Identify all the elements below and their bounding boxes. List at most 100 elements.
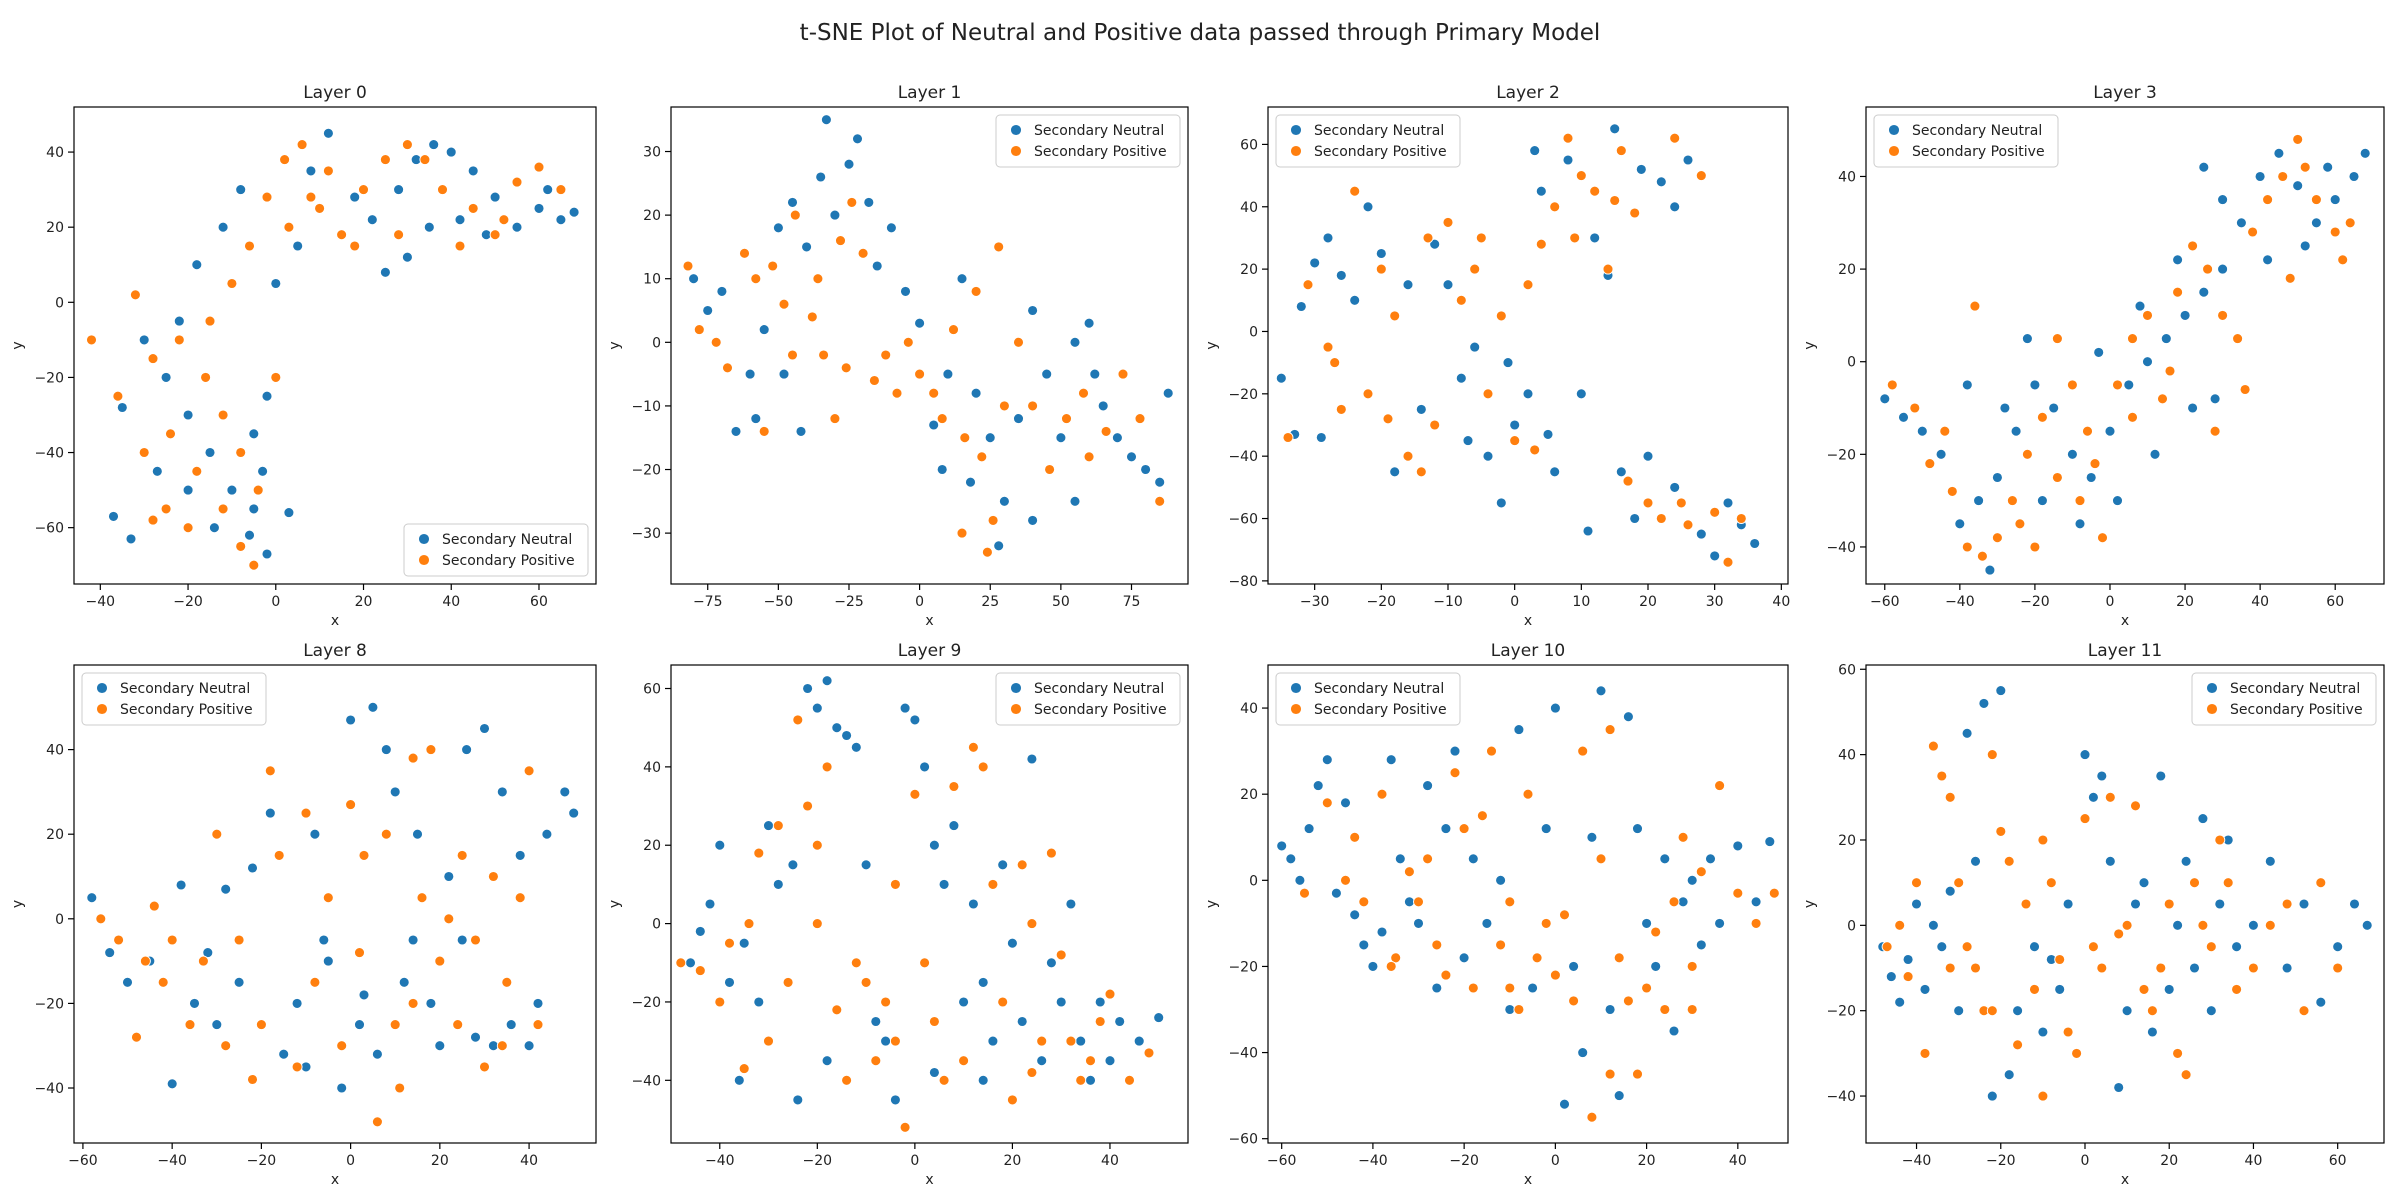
point-positive xyxy=(1085,1055,1096,1067)
point-positive xyxy=(407,997,419,1009)
point-neutral xyxy=(1055,996,1067,1008)
point-positive xyxy=(2082,425,2093,437)
y-tick-label: 0 xyxy=(652,335,661,351)
point-positive xyxy=(1540,917,1552,929)
point-positive xyxy=(2051,333,2063,345)
point-neutral xyxy=(1027,305,1039,316)
point-positive xyxy=(434,955,446,967)
point-positive xyxy=(1604,1068,1616,1080)
point-neutral xyxy=(914,317,926,329)
point-positive xyxy=(1902,971,1914,983)
point-neutral xyxy=(1635,163,1647,175)
point-positive xyxy=(998,400,1010,412)
point-neutral xyxy=(2329,194,2341,206)
point-neutral xyxy=(1376,926,1388,938)
point-neutral xyxy=(1458,952,1470,964)
point-positive xyxy=(2096,962,2108,974)
point-neutral xyxy=(1114,1016,1126,1027)
point-positive xyxy=(247,1074,258,1085)
point-neutral xyxy=(309,828,321,840)
point-positive xyxy=(835,235,846,247)
point-neutral xyxy=(1750,896,1762,908)
legend: Secondary Neutral Secondary Positive xyxy=(1873,114,2059,168)
y-tick-label: 0 xyxy=(652,917,661,933)
legend-box xyxy=(995,672,1181,726)
point-neutral xyxy=(398,976,410,988)
point-neutral xyxy=(393,184,405,196)
point-positive xyxy=(750,273,762,285)
y-tick-label: 40 xyxy=(1240,701,1258,717)
point-positive xyxy=(2045,877,2057,889)
point-positive xyxy=(860,976,872,988)
point-positive xyxy=(1440,969,1452,981)
point-neutral xyxy=(2029,941,2040,953)
point-positive xyxy=(2062,1026,2074,1038)
point-positive xyxy=(1722,556,1734,568)
point-neutral xyxy=(1462,435,1474,447)
point-neutral xyxy=(821,675,833,687)
point-positive xyxy=(789,209,801,221)
point-positive xyxy=(220,1040,232,1052)
point-positive xyxy=(501,976,513,988)
point-neutral xyxy=(2262,254,2274,266)
y-tick-label: 40 xyxy=(46,743,64,759)
point-positive xyxy=(131,1031,142,1043)
point-positive xyxy=(1946,485,1958,497)
point-neutral xyxy=(956,273,968,285)
point-positive xyxy=(1026,1067,1038,1078)
legend-label: Secondary Neutral xyxy=(1314,123,1444,139)
point-neutral xyxy=(2217,263,2229,275)
point-positive xyxy=(2239,384,2251,395)
point-positive xyxy=(2332,962,2344,974)
point-neutral xyxy=(305,165,317,177)
point-positive xyxy=(1385,960,1397,972)
point-neutral xyxy=(358,989,370,1001)
point-neutral xyxy=(2231,941,2243,953)
point-positive xyxy=(1695,170,1707,182)
point-positive xyxy=(2146,1005,2158,1017)
point-positive xyxy=(523,765,535,777)
point-positive xyxy=(758,425,770,437)
point-neutral xyxy=(345,714,357,726)
point-neutral xyxy=(233,976,245,988)
point-neutral xyxy=(1402,279,1414,291)
point-positive xyxy=(147,514,159,526)
legend-marker xyxy=(1010,703,1022,715)
point-neutral xyxy=(283,507,295,519)
point-neutral xyxy=(2187,402,2199,414)
point-positive xyxy=(138,447,150,458)
point-neutral xyxy=(1714,917,1726,929)
point-positive xyxy=(787,349,798,361)
point-neutral xyxy=(380,744,392,756)
scatter-points xyxy=(1879,133,2371,576)
legend: Secondary Neutral Secondary Positive xyxy=(995,672,1181,726)
point-positive xyxy=(2315,877,2327,889)
point-positive xyxy=(1044,464,1056,475)
point-neutral xyxy=(744,368,756,380)
point-positive xyxy=(217,503,229,515)
scatter-points xyxy=(1276,685,1780,1123)
point-neutral xyxy=(541,828,553,840)
point-neutral xyxy=(772,878,784,890)
point-neutral xyxy=(928,419,940,431)
point-neutral xyxy=(479,723,490,734)
point-positive xyxy=(1036,1035,1048,1047)
point-neutral xyxy=(919,761,931,773)
point-positive xyxy=(2292,133,2304,145)
point-neutral xyxy=(1502,357,1514,369)
legend-marker xyxy=(1010,145,1022,157)
point-positive xyxy=(1953,877,1965,889)
point-neutral xyxy=(2198,161,2210,173)
point-positive xyxy=(1415,466,1427,478)
point-positive xyxy=(870,1055,882,1067)
point-neutral xyxy=(820,114,832,126)
point-positive xyxy=(2164,365,2176,377)
point-neutral xyxy=(1449,745,1461,757)
point-neutral xyxy=(122,976,133,988)
point-neutral xyxy=(445,146,457,158)
point-positive xyxy=(977,761,989,773)
point-positive xyxy=(1358,896,1370,908)
point-neutral xyxy=(2273,147,2285,159)
y-tick-label: 20 xyxy=(1240,787,1258,803)
point-positive xyxy=(244,240,255,252)
